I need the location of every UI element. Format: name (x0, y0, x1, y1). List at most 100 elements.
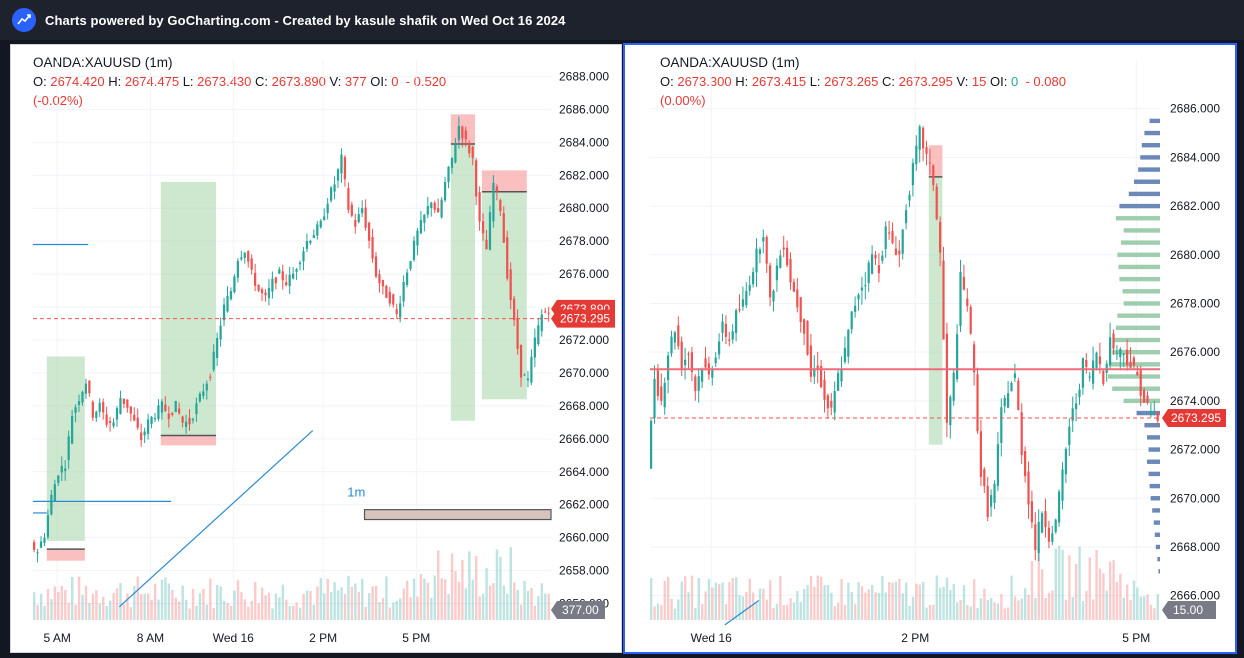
volume-bar (112, 592, 115, 620)
candle-body (95, 411, 98, 418)
volume-profile-bar (1117, 313, 1160, 318)
volume-bar (464, 588, 468, 620)
volume-bar (133, 585, 136, 620)
y-tick-label: 2684.000 (559, 135, 609, 149)
candle-body (711, 369, 714, 378)
volume-bar (53, 586, 57, 620)
volume-bar (1024, 588, 1027, 620)
candle-body (191, 418, 195, 421)
low-value: 2673.430 (197, 74, 252, 89)
interval-label: 1m (347, 484, 365, 499)
price-tag (551, 309, 615, 328)
volume-bar (1122, 597, 1125, 620)
volume-bar (990, 597, 993, 620)
volume-bar (860, 586, 864, 620)
candle-body (1037, 521, 1040, 553)
candle-body (877, 265, 881, 274)
symbol-label: OANDA:XAUUSD (1m) (660, 55, 800, 70)
volume-bar (392, 602, 395, 620)
volume-bar (305, 590, 309, 620)
volume-bar (33, 592, 36, 620)
candle-body (1030, 501, 1034, 523)
volume-profile-bar (1153, 520, 1160, 525)
candle-body (653, 378, 656, 419)
volume-bar (949, 590, 952, 620)
chart-panel-left[interactable]: OANDA:XAUUSD (1m) O: 2674.420 H: 2674.47… (10, 44, 622, 653)
chart-panel-right[interactable]: OANDA:XAUUSD (1m) O: 2673.300 H: 2673.41… (623, 43, 1237, 654)
volume-bar (216, 584, 219, 620)
candle-body (88, 380, 91, 394)
volume-bar (786, 604, 789, 620)
candle-body (164, 404, 167, 412)
change-pct: (0.00%) (660, 93, 706, 108)
candle-body (157, 405, 160, 420)
candle-body (1061, 469, 1064, 501)
volume-bar (388, 607, 392, 620)
candle-body (81, 391, 84, 403)
volume-bar (762, 588, 765, 620)
volume-bar (1064, 599, 1068, 620)
volume-bar (405, 580, 409, 620)
volume-bar (157, 599, 160, 620)
volume-bar (188, 608, 191, 620)
volume-bar (782, 605, 785, 620)
candle-body (714, 357, 717, 364)
volume-bar (993, 602, 996, 620)
volume-bar (1153, 608, 1156, 620)
volume-bar (495, 549, 499, 620)
volume-bar (84, 586, 88, 620)
volume-bar (260, 587, 264, 620)
candle-body (1007, 393, 1010, 408)
candle-body (786, 247, 789, 266)
volume-bar (925, 607, 928, 620)
candle-body (347, 188, 350, 210)
candle-body (333, 184, 336, 192)
volume-profile-bar (1149, 483, 1160, 489)
volume-bar (697, 578, 700, 620)
candle-body (388, 291, 391, 304)
candle-body (993, 483, 996, 503)
candle-body (326, 203, 329, 214)
volume-bar (219, 586, 222, 620)
candle-body (745, 290, 748, 306)
chart-canvas-left[interactable]: 1m 2688.000 2686.000 2684.000 2682.000 2680.0… (11, 45, 621, 652)
page-title: Charts powered by GoCharting.com - Creat… (45, 12, 566, 28)
candle-body (813, 369, 816, 377)
candle-body (540, 314, 543, 332)
volume-profile-bar (1115, 216, 1160, 221)
candle-body (697, 376, 700, 391)
y-tick-label: 2670.000 (1170, 491, 1220, 505)
volume-bar (911, 596, 915, 620)
volume-bar (64, 589, 67, 620)
chart-legend-right: OANDA:XAUUSD (1m) O: 2673.300 H: 2673.41… (660, 55, 1066, 108)
volume-bar (745, 591, 748, 620)
volume-bar (350, 586, 354, 620)
volume-bar (775, 603, 779, 620)
candle-body (976, 374, 979, 432)
chart-canvas-right[interactable]: 2686.000 2684.000 2682.000 2680.000 2678.000… (625, 45, 1231, 648)
volume-bar (799, 601, 802, 620)
candle-body (752, 272, 755, 285)
candle-body (236, 260, 239, 278)
candle-body (1156, 411, 1159, 422)
trend-line-icon[interactable] (12, 8, 36, 32)
candle-body (278, 269, 281, 274)
candle-body (357, 214, 360, 223)
candle-body (243, 252, 246, 258)
x-tick-label: 2 PM (309, 631, 337, 645)
candle-body (748, 285, 751, 291)
volume-bar (274, 593, 278, 620)
candle-body (295, 269, 298, 272)
volume-bar (198, 593, 202, 620)
volume-bar (792, 602, 796, 620)
candle-body (254, 272, 257, 286)
candle-body (433, 202, 436, 210)
low-value: 2673.265 (824, 74, 879, 89)
volume-bar (690, 575, 694, 620)
volume-bar (758, 588, 762, 620)
volume-bar (312, 604, 316, 620)
volume-bar (718, 584, 721, 620)
candle-body (309, 240, 312, 244)
volume-profile-bar (1155, 544, 1160, 550)
volume-bar (850, 591, 853, 620)
